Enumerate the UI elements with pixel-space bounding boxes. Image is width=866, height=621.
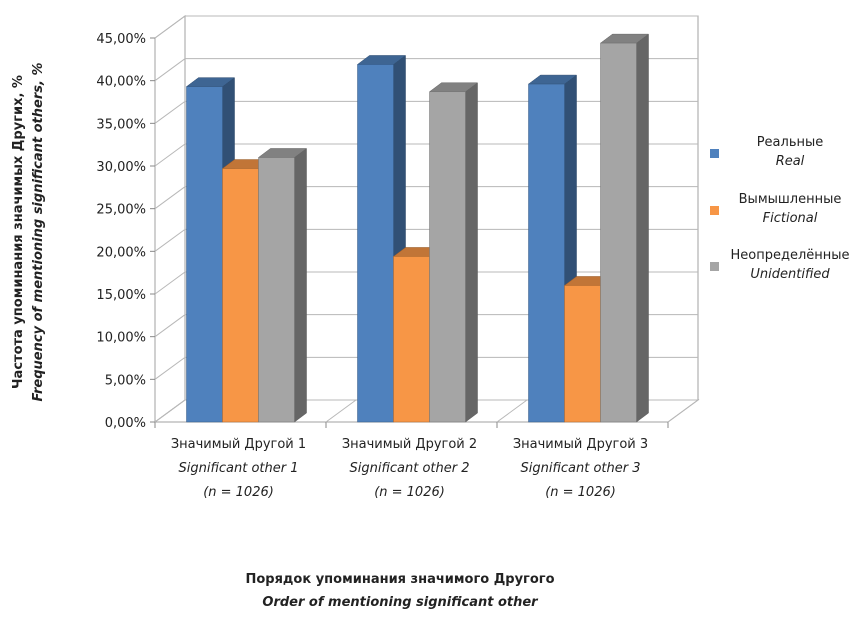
bar-front bbox=[222, 168, 259, 423]
bar-front bbox=[357, 64, 394, 423]
bars bbox=[185, 33, 650, 423]
y-axis-title-en: Frequency of mentioning significant othe… bbox=[31, 63, 46, 402]
floor-divider bbox=[154, 399, 186, 423]
y-tick-label: 30,00% bbox=[96, 160, 146, 175]
bar-side bbox=[294, 147, 307, 423]
gridline bbox=[154, 15, 698, 39]
y-tick-label: 25,00% bbox=[96, 203, 146, 218]
x-category-label-line: Значимый Другой 2 bbox=[342, 437, 477, 452]
bar-3-3 bbox=[599, 33, 650, 423]
x-axis-title: Порядок упоминания значимого Другого bbox=[245, 572, 554, 587]
bar-front bbox=[258, 157, 295, 423]
legend-item-3: Неопределённые Unidentified bbox=[710, 248, 850, 282]
x-category-label-line: Значимый Другой 3 bbox=[513, 437, 648, 452]
x-category-label-line: (n = 1026) bbox=[203, 485, 274, 500]
x-category-label-line: Significant other 3 bbox=[521, 461, 641, 476]
y-tick-label: 10,00% bbox=[96, 331, 146, 346]
legend-label: Неопределённые bbox=[730, 248, 849, 263]
floor-divider bbox=[325, 399, 357, 423]
bar-front bbox=[528, 83, 565, 423]
x-category-label-line: Significant other 1 bbox=[179, 461, 299, 476]
y-tick-label: 0,00% bbox=[105, 416, 146, 431]
x-category-labels: Значимый Другой 1 Significant other 1 (n =… bbox=[171, 437, 648, 500]
bar-front bbox=[564, 285, 601, 423]
y-tick-label: 20,00% bbox=[96, 245, 146, 260]
y-tick-label: 5,00% bbox=[105, 373, 146, 388]
legend-swatch bbox=[710, 206, 719, 215]
legend-swatch bbox=[710, 262, 719, 271]
bar-2-3 bbox=[428, 82, 479, 423]
y-tick-label: 45,00% bbox=[96, 32, 146, 47]
gridline bbox=[154, 58, 698, 82]
bar-front bbox=[600, 42, 637, 423]
legend-label: Реальные bbox=[757, 135, 824, 150]
y-tick-label: 15,00% bbox=[96, 288, 146, 303]
legend-item-2: Вымышленные Fictional bbox=[710, 192, 841, 226]
legend-label-en: Fictional bbox=[763, 211, 818, 226]
bar-side bbox=[465, 82, 478, 423]
gridline bbox=[154, 100, 698, 124]
gridlines bbox=[150, 15, 699, 428]
bar-front bbox=[393, 256, 430, 423]
bar-2-1 bbox=[356, 54, 407, 423]
gridline bbox=[154, 143, 698, 167]
floor-divider bbox=[496, 399, 528, 423]
bar-1-3 bbox=[257, 147, 308, 423]
gridline bbox=[154, 228, 698, 252]
x-category-label-line: (n = 1026) bbox=[374, 485, 445, 500]
gridline bbox=[154, 271, 698, 295]
y-axis-title: Частота упоминания значимых Других, % bbox=[11, 75, 26, 389]
legend-label-en: Unidentified bbox=[750, 267, 830, 282]
x-category-label-line: Significant other 2 bbox=[350, 461, 470, 476]
x-category-label-line: (n = 1026) bbox=[545, 485, 616, 500]
legend-item-1: Реальные Real bbox=[710, 135, 823, 169]
x-category-label-line: Значимый Другой 1 bbox=[171, 437, 306, 452]
y-tick-label: 35,00% bbox=[96, 117, 146, 132]
y-tick-label: 40,00% bbox=[96, 75, 146, 90]
bar-front bbox=[429, 91, 466, 423]
x-axis-title-en: Order of mentioning significant other bbox=[262, 595, 539, 610]
legend-label-en: Real bbox=[776, 154, 805, 169]
bar-side bbox=[636, 33, 649, 423]
legend: Реальные Real Вымышленные Fictional Неопреде… bbox=[710, 135, 850, 282]
legend-swatch bbox=[710, 149, 719, 158]
legend-label: Вымышленные bbox=[739, 192, 842, 207]
gridline bbox=[154, 314, 698, 338]
gridline bbox=[154, 186, 698, 210]
y-tick-labels: 0,00% 5,00% 10,00% 15,00% 20,00% 25,00% 30,00%… bbox=[96, 32, 146, 431]
floor-divider bbox=[667, 399, 699, 423]
gridline bbox=[154, 356, 698, 380]
bar-front bbox=[186, 86, 223, 423]
